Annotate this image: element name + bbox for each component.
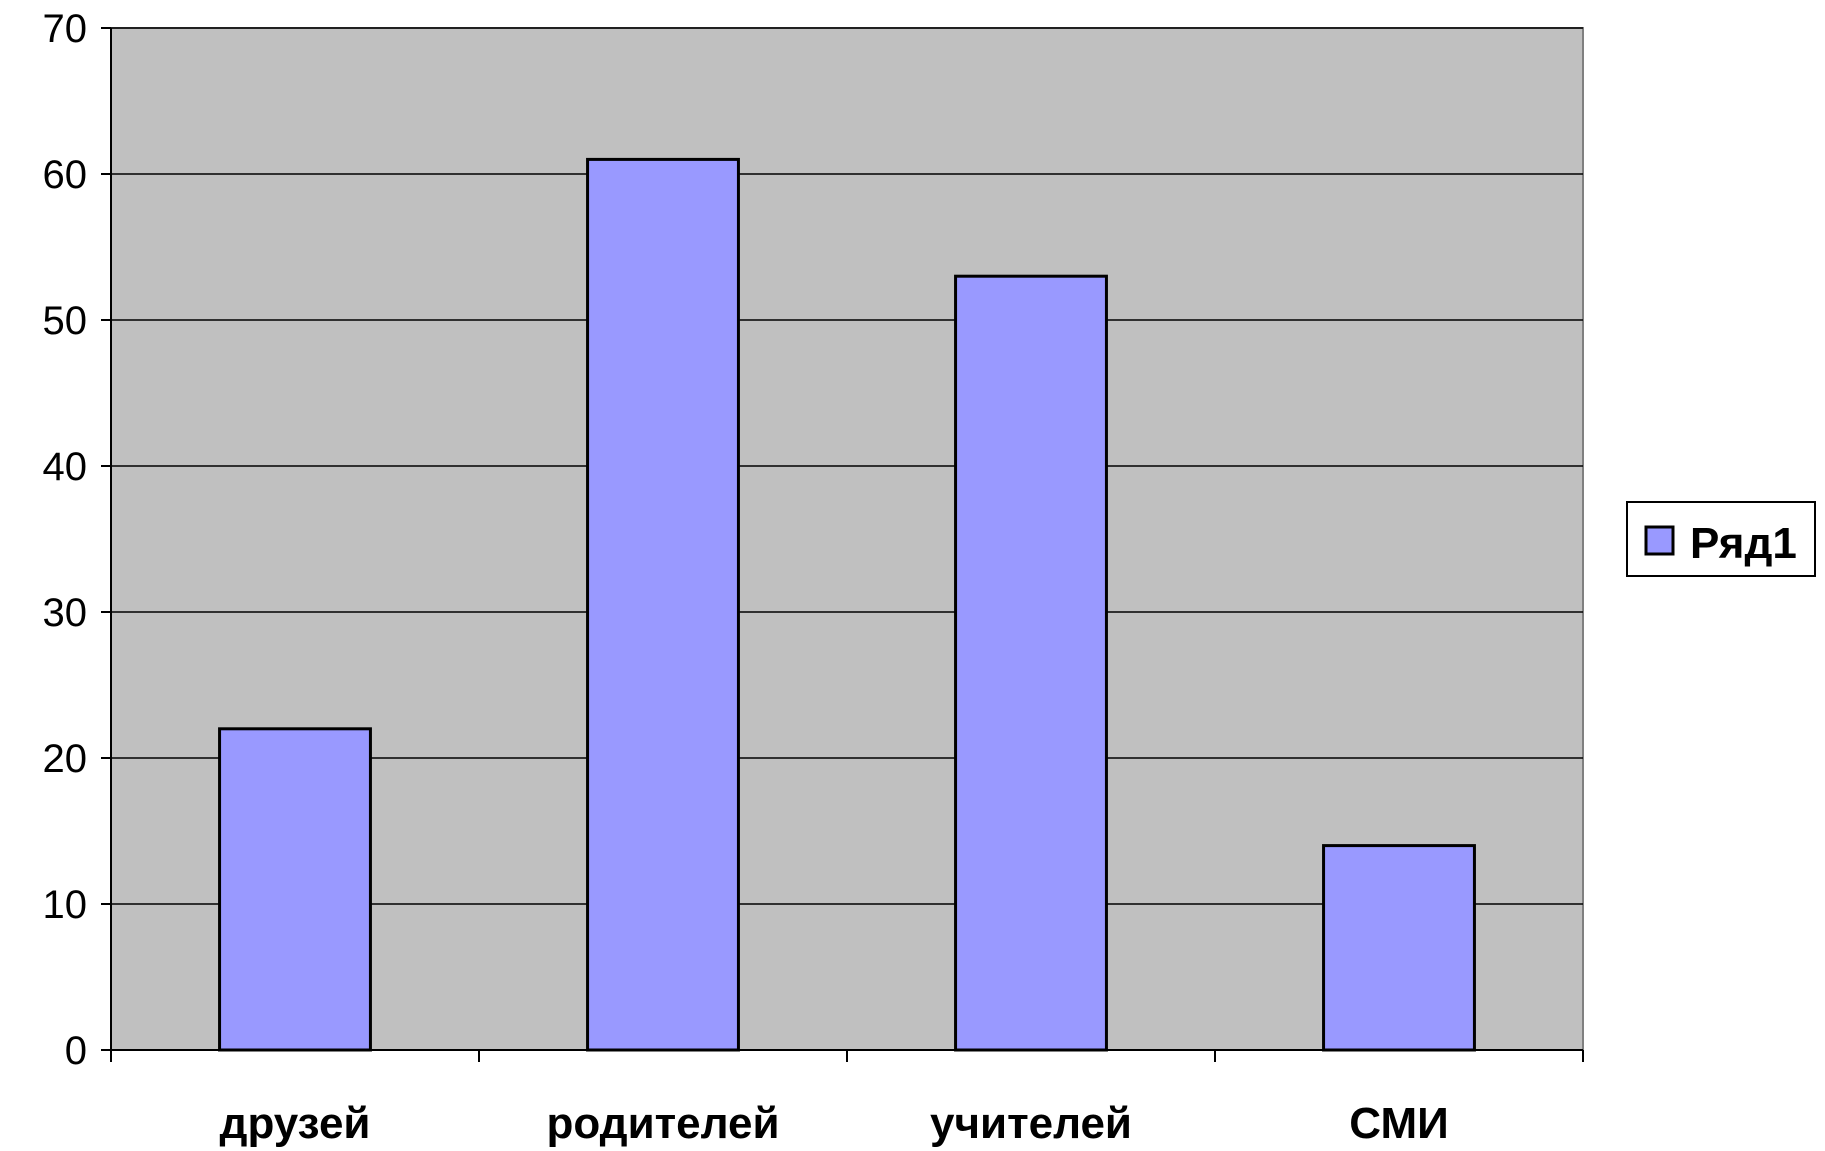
bars <box>218 157 1476 1052</box>
y-tick-label: 30 <box>43 591 88 635</box>
y-tick-label: 70 <box>43 7 88 51</box>
legend-swatch <box>1644 525 1675 556</box>
legend: Ряд1 <box>1626 501 1816 577</box>
bar-2 <box>954 274 1108 1052</box>
y-tick-label: 20 <box>43 737 88 781</box>
y-tick-label: 50 <box>43 299 88 343</box>
y-tick-label: 10 <box>43 883 88 927</box>
y-tick-label: 0 <box>65 1029 87 1073</box>
x-ticks <box>110 1050 1584 1062</box>
y-tick-label: 40 <box>43 445 88 489</box>
y-ticks <box>101 27 111 1051</box>
bar-1 <box>586 157 740 1052</box>
y-tick-labels: 0 10 20 30 40 50 60 70 <box>43 7 88 1073</box>
x-tick-label: СМИ <box>1349 1099 1448 1148</box>
bar-3 <box>1322 844 1476 1052</box>
x-tick-label: друзей <box>220 1099 371 1148</box>
x-tick-label: родителей <box>546 1099 779 1148</box>
bar-0 <box>218 727 372 1052</box>
x-tick-label: учителей <box>930 1099 1132 1148</box>
x-tick-labels: друзей родителей учителей СМИ <box>220 1099 1449 1148</box>
legend-box <box>1626 501 1816 577</box>
legend-label: Ряд1 <box>1690 519 1797 568</box>
y-tick-label: 60 <box>43 153 88 197</box>
